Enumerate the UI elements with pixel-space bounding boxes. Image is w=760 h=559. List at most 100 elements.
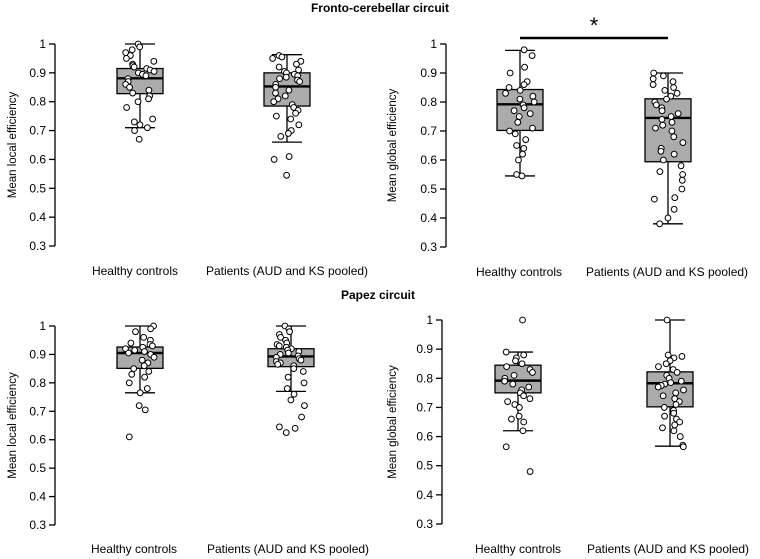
data-point	[128, 370, 136, 378]
data-point	[526, 468, 534, 475]
data-point	[664, 214, 672, 222]
y-tick-label: 0.8	[420, 95, 437, 109]
chart-panels: 0.3 0.4 0.5 0.6 0.7 0.8 0.9 1 Mean local efficie…	[7, 13, 749, 556]
y-tick-label: 0.3	[416, 517, 433, 531]
data-point	[149, 342, 156, 350]
data-point	[520, 46, 528, 54]
data-point	[135, 402, 143, 410]
data-point	[530, 98, 538, 106]
data-point	[667, 379, 675, 387]
chart-panel-1: 0.3 0.4 0.5 0.6 0.7 0.8 0.9 1 Mean local efficie…	[7, 37, 368, 278]
data-point	[123, 55, 130, 62]
data-point	[145, 86, 153, 94]
data-point	[283, 385, 291, 392]
data-point	[674, 110, 682, 117]
data-point	[147, 325, 154, 333]
iqr-box	[644, 98, 692, 163]
y-tick-label: 0.5	[416, 459, 433, 473]
data-point	[130, 63, 138, 71]
data-point	[275, 63, 283, 71]
data-point	[131, 127, 138, 134]
data-point	[679, 171, 687, 178]
data-point	[529, 124, 536, 132]
data-point	[272, 83, 279, 91]
data-point	[511, 130, 519, 138]
data-point	[520, 418, 528, 426]
data-point	[676, 418, 684, 426]
data-point	[520, 104, 528, 112]
data-point	[526, 395, 534, 403]
y-tick-label: 1	[39, 319, 46, 333]
data-point	[671, 421, 679, 429]
data-point	[664, 351, 672, 359]
y-tick-label: 0.6	[29, 152, 46, 166]
data-point	[676, 433, 684, 440]
data-point	[679, 443, 687, 451]
data-point	[650, 69, 658, 77]
x-category-label: Patients (AUD and KS pooled)	[207, 542, 369, 556]
y-tick-label: 0.5	[29, 181, 46, 195]
data-point	[295, 121, 303, 129]
data-point	[520, 145, 528, 152]
y-tick-label: 0.7	[420, 124, 437, 138]
y-tick-label: 1	[39, 37, 46, 51]
data-point	[140, 362, 148, 370]
y-tick-label: 0.3	[420, 240, 437, 254]
y-tick-label: 0.9	[29, 347, 46, 361]
data-point	[300, 379, 308, 387]
data-point	[658, 116, 666, 123]
data-point	[502, 348, 510, 356]
data-point	[296, 78, 304, 85]
data-point	[283, 171, 290, 179]
data-point	[285, 86, 293, 94]
y-tick-label: 1	[430, 37, 437, 51]
data-point	[284, 373, 292, 381]
y-tick-label: 0.7	[29, 404, 46, 418]
data-point	[125, 349, 132, 357]
data-point	[663, 316, 671, 324]
data-point	[290, 390, 298, 398]
chart-panel-2: 0.3 0.4 0.5 0.6 0.7 0.8 0.9 1 Mean global effici…	[387, 13, 748, 279]
data-point	[513, 142, 521, 149]
data-point	[510, 371, 518, 379]
data-point	[516, 87, 524, 94]
data-point	[659, 121, 667, 129]
data-point	[670, 409, 678, 417]
data-point	[297, 356, 305, 364]
section-title-papez: Papez circuit	[341, 288, 415, 302]
data-point	[142, 72, 150, 80]
data-point	[272, 112, 280, 120]
data-point	[510, 107, 518, 115]
x-category-label: Patients (AUD and KS pooled)	[586, 265, 748, 279]
data-point	[150, 353, 158, 361]
chart-panel-4: 0.3 0.4 0.5 0.6 0.7 0.8 0.9 1 Mean global effici…	[387, 313, 749, 556]
data-point	[515, 156, 522, 164]
y-tick-label: 0.7	[416, 400, 433, 414]
data-point	[275, 423, 283, 431]
data-point	[129, 89, 137, 97]
data-point	[670, 427, 678, 435]
y-tick-label: 0.3	[29, 518, 46, 532]
data-point	[269, 55, 277, 62]
data-point	[509, 380, 517, 388]
data-point	[659, 424, 666, 432]
data-point	[678, 185, 686, 193]
y-tick-label: 0.8	[29, 376, 46, 390]
data-point	[275, 342, 283, 350]
data-point	[670, 150, 678, 158]
data-point	[515, 412, 523, 420]
data-point	[669, 78, 677, 86]
y-tick-label: 1	[426, 313, 433, 327]
data-point	[123, 104, 131, 111]
data-point	[518, 172, 526, 180]
data-point	[661, 87, 669, 94]
x-category-label: Healthy controls	[91, 542, 177, 556]
data-point	[130, 118, 138, 126]
data-point	[652, 101, 660, 109]
data-point	[515, 113, 523, 120]
data-point	[132, 328, 139, 336]
x-category-label: Patients (AUD and KS pooled)	[206, 264, 368, 278]
data-point	[670, 205, 678, 213]
data-point	[649, 81, 657, 88]
